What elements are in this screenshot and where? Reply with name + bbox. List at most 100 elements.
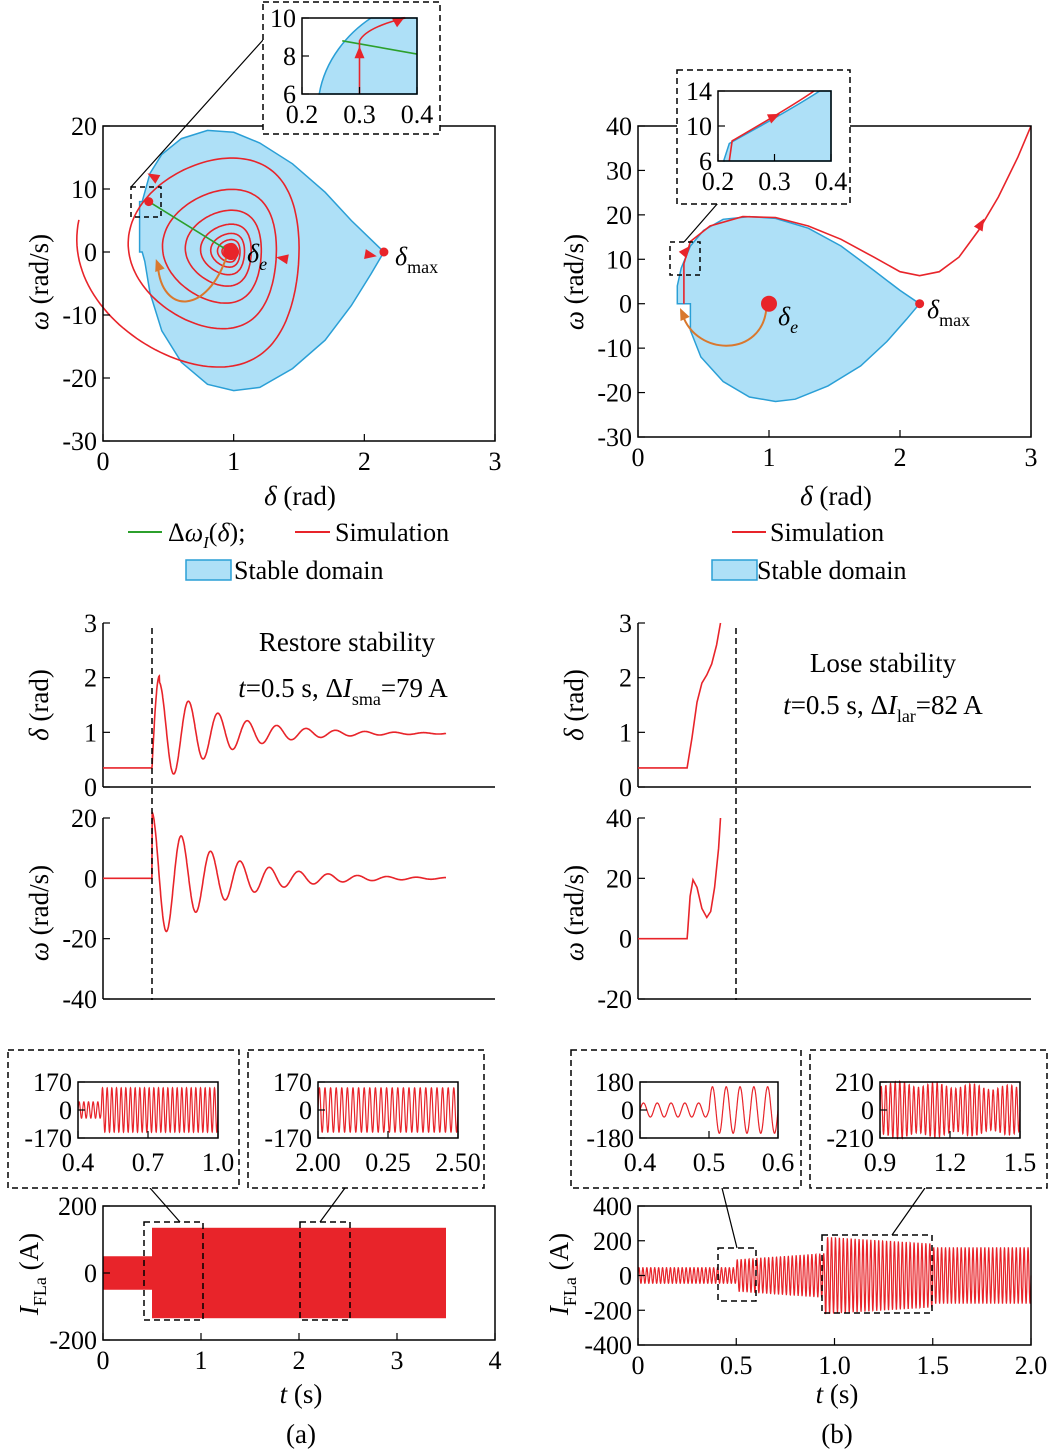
y-tick-label: 10 xyxy=(71,175,97,204)
a-current-ylabel: IFLa (A) xyxy=(14,1233,50,1316)
a-current-series xyxy=(103,1227,446,1319)
a-inset-2-wave xyxy=(317,1086,459,1134)
x-tick-label: 0.3 xyxy=(758,167,791,196)
y-tick-label: 0 xyxy=(84,773,97,802)
inset-arrow xyxy=(766,113,780,124)
b-delta-time-series xyxy=(638,622,722,769)
x-tick-label: 0.5 xyxy=(693,1148,726,1177)
y-tick-label: -210 xyxy=(826,1124,874,1153)
y-tick-label: 40 xyxy=(606,112,632,141)
x-tick-label: 0.2 xyxy=(702,167,735,196)
a-legend-sim-label: Simulation xyxy=(335,518,449,547)
a-restore-label: Restore stability xyxy=(259,627,436,657)
x-tick-label: 0.4 xyxy=(815,167,848,196)
x-tick-label: 0.25 xyxy=(365,1148,411,1177)
y-tick-label: 0 xyxy=(619,290,632,319)
y-tick-label: -30 xyxy=(597,423,632,452)
b-lose-condition: t=0.5 s, ΔIlar=82 A xyxy=(783,690,983,726)
x-tick-label: 1 xyxy=(195,1346,208,1375)
a-equilibrium-arrow xyxy=(156,254,229,303)
y-tick-label: 10 xyxy=(606,245,632,274)
x-tick-label: 0.3 xyxy=(343,100,376,129)
y-tick-label: -20 xyxy=(597,985,632,1014)
x-tick-label: 1.0 xyxy=(818,1351,851,1380)
x-tick-label: 1.5 xyxy=(917,1351,950,1380)
y-tick-label: 20 xyxy=(606,864,632,893)
b-current-zoom-2 xyxy=(821,1234,933,1314)
a-delta-time-series xyxy=(103,674,447,775)
b-current-zoom-1 xyxy=(717,1247,757,1302)
y-tick-label: 200 xyxy=(58,1192,97,1221)
b-time-axis-label: t (s) xyxy=(816,1379,859,1409)
y-tick-label: 20 xyxy=(606,201,632,230)
b-zoom-leader xyxy=(683,202,719,243)
a-zoom-leader xyxy=(130,39,264,188)
y-tick-label: -200 xyxy=(584,1296,632,1325)
y-tick-label: 40 xyxy=(606,804,632,833)
trajectory-arrow xyxy=(147,173,161,184)
x-tick-label: 0.4 xyxy=(624,1148,657,1177)
x-tick-label: 0 xyxy=(632,443,645,472)
trajectory-arrow xyxy=(973,218,985,232)
a-delta-time-axes: 3 2 1 0 xyxy=(84,609,495,802)
y-tick-label: -30 xyxy=(62,427,97,456)
trajectory-arrow xyxy=(364,249,377,260)
b-lose-label: Lose stability xyxy=(810,648,957,678)
x-tick-label: 2.00 xyxy=(295,1148,341,1177)
y-tick-label: 2 xyxy=(619,664,632,693)
y-tick-label: 180 xyxy=(595,1068,634,1097)
a-inset-1-wave xyxy=(77,1086,219,1134)
a-current-leader-2 xyxy=(319,1187,346,1223)
a-restore-condition: t=0.5 s, ΔIsma=79 A xyxy=(238,673,448,709)
x-tick-label: 0.5 xyxy=(720,1351,753,1380)
inset-arrow xyxy=(392,16,405,28)
y-tick-label: -10 xyxy=(62,301,97,330)
b-legend-domain-label: Stable domain xyxy=(757,556,906,585)
y-tick-label: 10 xyxy=(270,4,296,33)
x-tick-label: 0.4 xyxy=(401,100,434,129)
a-legend-guide-label: ΔωI(δ); xyxy=(168,518,245,552)
b-omega-axis-label: ω (rad/s) xyxy=(559,234,589,330)
a-delta-max-label: δmax xyxy=(395,242,438,277)
y-tick-label: 400 xyxy=(593,1192,632,1221)
y-tick-label: -40 xyxy=(62,985,97,1014)
a-omega-time-plot: 20 0 -20 -40 ω (rad/s) xyxy=(24,804,495,1014)
b-current-leader-1 xyxy=(721,1187,738,1249)
a-phase-inset: 10 8 60.2 0.3 0.4 xyxy=(262,1,441,135)
a-omega-axis-label: ω (rad/s) xyxy=(24,234,54,330)
y-tick-label: -180 xyxy=(586,1124,634,1153)
a-delta-e-point xyxy=(223,244,240,260)
y-tick-label: 6 xyxy=(699,147,712,176)
y-tick-label: 0 xyxy=(861,1096,874,1125)
a-delta-axis-label: δ (rad) xyxy=(264,481,336,511)
a-zoom-box xyxy=(130,186,162,218)
x-tick-label: 1.0 xyxy=(202,1148,235,1177)
y-tick-label: -170 xyxy=(264,1124,312,1153)
a-current-zoom-2 xyxy=(299,1221,351,1321)
y-tick-label: 20 xyxy=(71,112,97,141)
x-tick-label: 0.4 xyxy=(62,1148,95,1177)
y-tick-label: 200 xyxy=(593,1227,632,1256)
a-omega-time-series xyxy=(103,811,446,933)
a-delta-time-plot: 3 2 1 0 δ (rad) Restore stability t=0.5 s, … xyxy=(24,609,495,802)
a-current-inset-1-frame xyxy=(7,1049,240,1189)
b-legend-domain-swatch xyxy=(711,559,758,581)
a-legend-domain-label: Stable domain xyxy=(234,556,383,585)
y-tick-label: -200 xyxy=(49,1326,97,1355)
b-simulation-trajectory xyxy=(683,125,1032,304)
y-tick-label: -20 xyxy=(62,364,97,393)
b-stable-domain xyxy=(676,215,921,403)
a-time-axis-label: t (s) xyxy=(280,1379,323,1409)
b-omega-time-axes: 40 20 0 -20 xyxy=(597,804,1031,1014)
